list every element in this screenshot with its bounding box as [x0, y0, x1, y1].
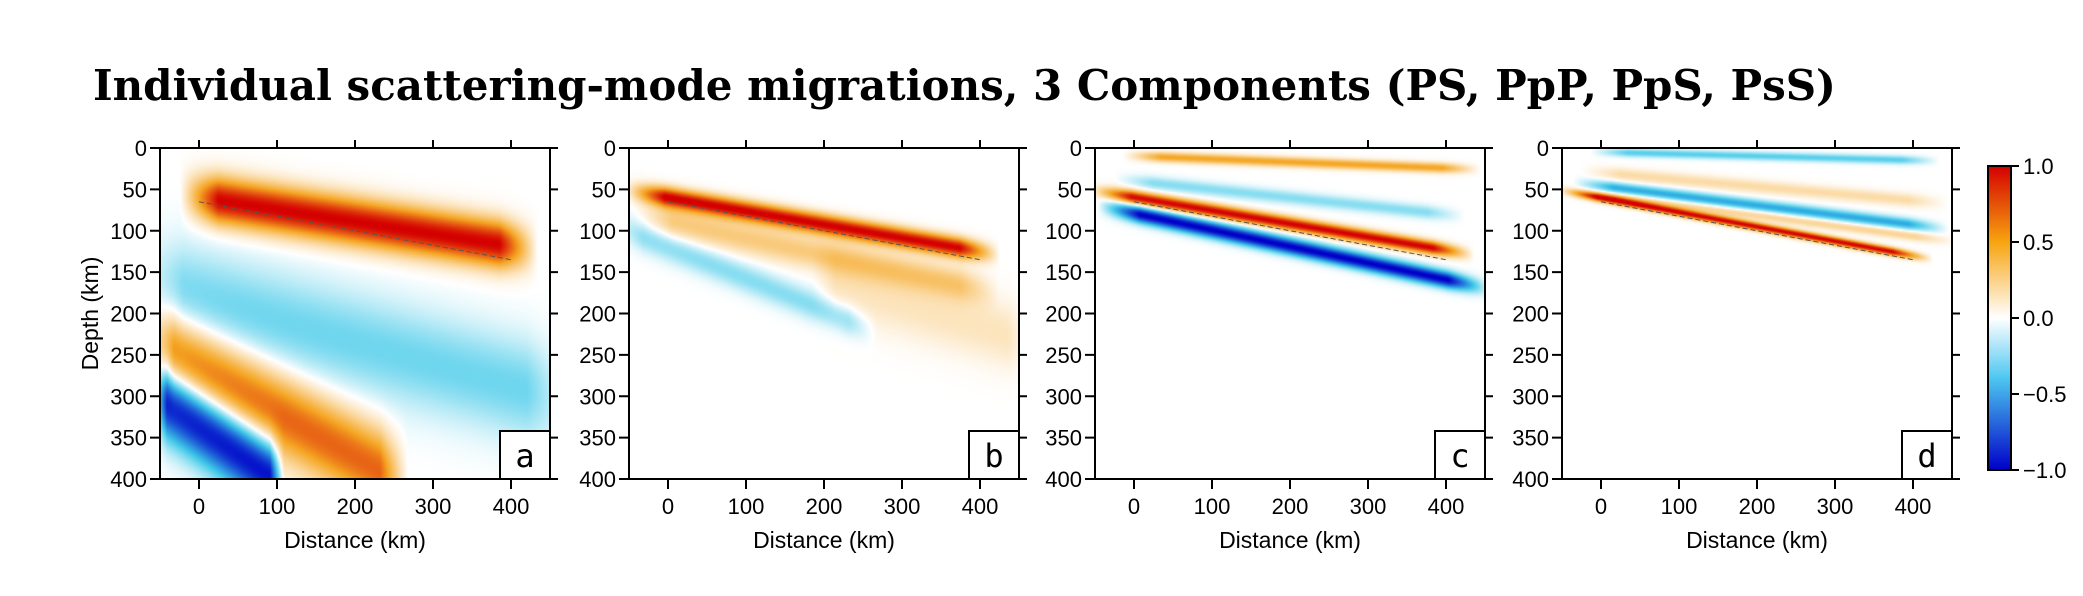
panel-label: d — [1917, 437, 1936, 475]
y-tick-label: 350 — [110, 426, 147, 451]
y-tick-label: 150 — [1512, 260, 1549, 285]
x-tick-label: 300 — [1350, 494, 1387, 519]
x-tick-label: 200 — [337, 494, 374, 519]
x-tick-label: 400 — [962, 494, 999, 519]
panel-label-box — [499, 430, 551, 480]
colorbar-tick-label: −1.0 — [2023, 458, 2066, 483]
y-tick-label: 300 — [110, 384, 147, 409]
y-tick-label: 100 — [579, 219, 616, 244]
x-axis-label: Distance (km) — [284, 527, 426, 553]
panel-a: 0 50 100 150 200 250 300 350 400 0 100 200 300 400 Dis… — [77, 136, 558, 553]
colorbar: 1.0 0.5 0.0 −0.5 −1.0 — [1987, 154, 2066, 483]
interface-line — [667, 201, 981, 261]
x-tick-label: 200 — [1739, 494, 1776, 519]
x-tick-label: 100 — [1194, 494, 1231, 519]
colorbar-tick-label: 1.0 — [2023, 154, 2054, 179]
panel-label-box — [1434, 430, 1486, 480]
y-tick-label: 400 — [579, 467, 616, 492]
figure-title: Individual scattering-mode migrations, 3… — [93, 61, 1836, 110]
y-tick-label: 0 — [1537, 136, 1549, 161]
y-tick-label: 300 — [1512, 384, 1549, 409]
x-tick-label: 200 — [806, 494, 843, 519]
heatmap-image — [629, 148, 1019, 479]
x-tick-label: 400 — [493, 494, 530, 519]
y-axis-label: Depth (km) — [77, 257, 103, 371]
panel-c: 0 50 100 150 200 250 300 350 400 0 100 200 300 400 Dis… — [1045, 136, 1493, 553]
colorbar-tick-label: 0.5 — [2023, 230, 2054, 255]
y-tick-label: 50 — [1058, 177, 1082, 202]
interface-line — [1133, 201, 1447, 261]
y-tick-label: 250 — [110, 343, 147, 368]
x-tick-label: 100 — [259, 494, 296, 519]
panel-label-box — [1901, 430, 1953, 480]
x-tick-label: 300 — [1817, 494, 1854, 519]
y-tick-label: 200 — [1512, 302, 1549, 327]
y-tick-label: 50 — [123, 177, 147, 202]
x-axis-label: Distance (km) — [1219, 527, 1361, 553]
y-tick-label: 0 — [1070, 136, 1082, 161]
x-tick-label: 400 — [1428, 494, 1465, 519]
heatmap-image — [1095, 148, 1485, 479]
x-tick-label: 0 — [662, 494, 674, 519]
panel-label: c — [1450, 437, 1469, 475]
y-tick-label: 150 — [1045, 260, 1082, 285]
colorbar-tick-label: −0.5 — [2023, 382, 2066, 407]
y-tick-label: 300 — [1045, 384, 1082, 409]
x-tick-label: 200 — [1272, 494, 1309, 519]
y-tick-label: 150 — [579, 260, 616, 285]
y-tick-label: 300 — [579, 384, 616, 409]
x-tick-label: 300 — [415, 494, 452, 519]
colorbar-tick-label: 0.0 — [2023, 306, 2054, 331]
y-tick-label: 400 — [1512, 467, 1549, 492]
x-tick-label: 100 — [1661, 494, 1698, 519]
panel-label: a — [515, 437, 534, 475]
panel-label-box — [968, 430, 1020, 480]
y-tick-label: 350 — [1512, 426, 1549, 451]
heatmap-image — [1562, 148, 1952, 479]
y-tick-label: 250 — [579, 343, 616, 368]
y-tick-label: 0 — [604, 136, 616, 161]
panel-b: 0 50 100 150 200 250 300 350 400 0 100 200 300 400 Dis… — [579, 136, 1027, 553]
x-tick-label: 0 — [1128, 494, 1140, 519]
panel-d: 0 50 100 150 200 250 300 350 400 0 100 200 300 400 Dis… — [1512, 136, 1960, 553]
y-tick-label: 350 — [1045, 426, 1082, 451]
colorbar-ramp — [1987, 165, 2012, 471]
y-tick-label: 200 — [579, 302, 616, 327]
y-tick-label: 400 — [110, 467, 147, 492]
y-tick-label: 150 — [110, 260, 147, 285]
y-tick-label: 100 — [110, 219, 147, 244]
interface-line — [1600, 201, 1914, 261]
heatmap-image — [160, 148, 550, 479]
x-tick-label: 100 — [728, 494, 765, 519]
y-tick-label: 400 — [1045, 467, 1082, 492]
y-tick-label: 350 — [579, 426, 616, 451]
y-tick-label: 250 — [1045, 343, 1082, 368]
panels: 0 50 100 150 200 250 300 350 400 0 100 200 300 400 Dis… — [77, 136, 1960, 553]
y-tick-label: 200 — [110, 302, 147, 327]
x-axis-label: Distance (km) — [1686, 527, 1828, 553]
y-tick-label: 100 — [1045, 219, 1082, 244]
y-tick-label: 50 — [1525, 177, 1549, 202]
interface-line — [198, 201, 512, 261]
y-tick-label: 100 — [1512, 219, 1549, 244]
x-tick-label: 300 — [884, 494, 921, 519]
y-tick-label: 200 — [1045, 302, 1082, 327]
y-tick-label: 50 — [592, 177, 616, 202]
x-tick-label: 400 — [1895, 494, 1932, 519]
x-axis-label: Distance (km) — [753, 527, 895, 553]
y-tick-label: 250 — [1512, 343, 1549, 368]
panel-label: b — [984, 437, 1003, 475]
x-tick-label: 0 — [193, 494, 205, 519]
y-tick-label: 0 — [135, 136, 147, 161]
x-tick-label: 0 — [1595, 494, 1607, 519]
